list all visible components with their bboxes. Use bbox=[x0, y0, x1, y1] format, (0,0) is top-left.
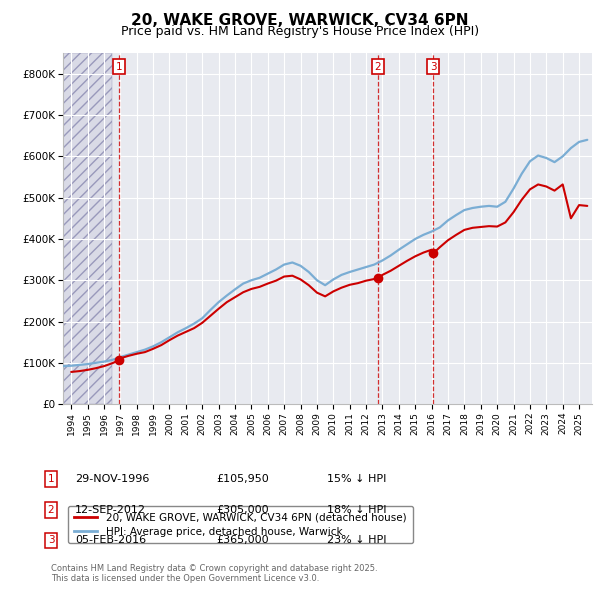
Bar bbox=[63, 53, 112, 404]
Text: £305,000: £305,000 bbox=[216, 505, 269, 514]
Text: 29-NOV-1996: 29-NOV-1996 bbox=[75, 474, 149, 484]
Text: 23% ↓ HPI: 23% ↓ HPI bbox=[327, 536, 386, 545]
Bar bbox=[63, 53, 112, 404]
Text: 12-SEP-2012: 12-SEP-2012 bbox=[75, 505, 146, 514]
Text: 1: 1 bbox=[47, 474, 55, 484]
Text: £105,950: £105,950 bbox=[216, 474, 269, 484]
Text: Contains HM Land Registry data © Crown copyright and database right 2025.
This d: Contains HM Land Registry data © Crown c… bbox=[51, 563, 377, 583]
Text: 2: 2 bbox=[47, 505, 55, 514]
Legend: 20, WAKE GROVE, WARWICK, CV34 6PN (detached house), HPI: Average price, detached: 20, WAKE GROVE, WARWICK, CV34 6PN (detac… bbox=[68, 506, 413, 543]
Text: 20, WAKE GROVE, WARWICK, CV34 6PN: 20, WAKE GROVE, WARWICK, CV34 6PN bbox=[131, 13, 469, 28]
Text: 2: 2 bbox=[374, 62, 381, 72]
Text: 3: 3 bbox=[430, 62, 436, 72]
Text: 3: 3 bbox=[47, 536, 55, 545]
Text: 05-FEB-2016: 05-FEB-2016 bbox=[75, 536, 146, 545]
Text: £365,000: £365,000 bbox=[216, 536, 269, 545]
Text: Price paid vs. HM Land Registry's House Price Index (HPI): Price paid vs. HM Land Registry's House … bbox=[121, 25, 479, 38]
Text: 18% ↓ HPI: 18% ↓ HPI bbox=[327, 505, 386, 514]
Text: 15% ↓ HPI: 15% ↓ HPI bbox=[327, 474, 386, 484]
Text: 1: 1 bbox=[116, 62, 122, 72]
